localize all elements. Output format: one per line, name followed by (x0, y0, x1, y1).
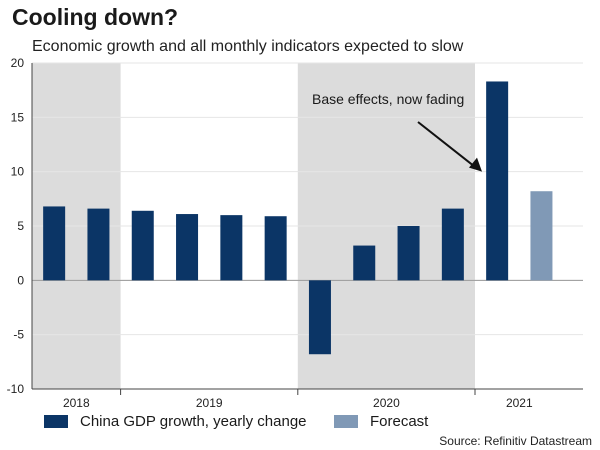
y-tick-label: 0 (17, 273, 24, 287)
chart-subtitle: Economic growth and all monthly indicato… (32, 38, 464, 55)
bar-2018-Q3 (43, 206, 66, 281)
annotation-arrowhead (469, 157, 482, 172)
y-tick-label: -10 (7, 382, 25, 396)
bar-2019-Q1 (131, 210, 154, 281)
annotation-arrow-line (417, 121, 477, 169)
bar-2019-Q2 (176, 214, 199, 281)
bar-2018-Q4 (87, 208, 110, 281)
bar-2020-Q3 (397, 226, 420, 281)
y-tick-label: 10 (11, 165, 25, 179)
y-tick-label: -5 (13, 328, 24, 342)
legend-item-forecast: Forecast (334, 413, 428, 430)
chart-title: Cooling down? (12, 4, 179, 30)
legend-item-actual: China GDP growth, yearly change (44, 413, 307, 430)
x-tick-label-2020: 2020 (373, 396, 400, 410)
bar-2019-Q3 (220, 215, 243, 281)
bar-2021-Q1 (486, 81, 509, 281)
legend-label-actual: China GDP growth, yearly change (80, 413, 307, 430)
legend-label-forecast: Forecast (370, 413, 429, 430)
y-tick-label: 15 (11, 110, 25, 124)
y-tick-label: 5 (17, 219, 24, 233)
bar-2019-Q4 (264, 216, 287, 281)
x-tick-label-2019: 2019 (196, 396, 223, 410)
bar-2021-Q2 (530, 191, 553, 281)
legend-swatch-forecast (334, 415, 358, 428)
y-tick-label: 20 (11, 56, 25, 70)
bar-2020-Q1 (308, 280, 331, 355)
annotation-label: Base effects, now fading (312, 91, 464, 107)
legend-swatch-actual (44, 415, 68, 428)
source-note: Source: Refinitiv Datastream (439, 434, 592, 448)
x-tick-label-2018: 2018 (63, 396, 90, 410)
bar-2020-Q4 (441, 208, 464, 281)
bar-2020-Q2 (353, 245, 376, 281)
x-tick-label-2021: 2021 (506, 396, 533, 410)
